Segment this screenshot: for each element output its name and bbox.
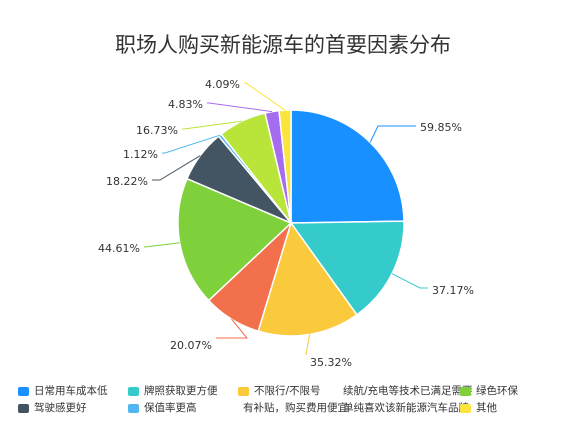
legend-swatch — [460, 403, 471, 413]
legend-swatch — [128, 386, 139, 396]
data-label: 35.32% — [310, 356, 352, 369]
pie-slices — [177, 109, 405, 337]
legend-item[interactable]: 绿色环保 — [460, 385, 550, 397]
legend-item[interactable]: 牌照获取更方便 — [128, 385, 238, 397]
legend-item[interactable]: 单纯喜欢该新能源汽车品牌 — [338, 402, 469, 414]
leader-line — [369, 125, 416, 143]
leader-line — [216, 318, 249, 339]
data-label: 44.61% — [98, 242, 140, 255]
leader-line — [152, 155, 201, 181]
leader-line — [144, 242, 180, 248]
legend-label: 不限行/不限号 — [254, 385, 321, 397]
legend-label: 日常用车成本低 — [34, 385, 108, 397]
legend-item[interactable]: 其他 — [460, 402, 520, 414]
leader-line — [182, 120, 243, 130]
data-label: 1.12% — [123, 148, 158, 161]
legend-swatch — [18, 386, 29, 396]
legend-label: 牌照获取更方便 — [144, 385, 218, 397]
legend-swatch — [460, 386, 471, 396]
data-label: 16.73% — [136, 124, 178, 137]
pie-slice — [289, 220, 405, 316]
leader-line — [244, 82, 286, 111]
legend-label: 续航/充电等技术已满足需要 — [343, 385, 473, 397]
legend-swatch — [238, 386, 249, 396]
legend-label: 单纯喜欢该新能源汽车品牌 — [343, 402, 469, 414]
leader-line — [391, 273, 428, 289]
leader-line — [162, 134, 221, 154]
legend-item[interactable]: 不限行/不限号 — [238, 385, 338, 397]
data-label: 20.07% — [170, 339, 212, 352]
pie-slice — [177, 177, 293, 302]
chart-legend: 日常用车成本低 牌照获取更方便 不限行/不限号 续航/充电等技术已满足需要 绿色环保驾驶… — [18, 385, 578, 414]
legend-item[interactable]: 驾驶感更好 — [18, 402, 128, 414]
legend-label: 其他 — [476, 402, 497, 414]
legend-label: 有补贴，购买费用便宜 — [243, 402, 348, 414]
data-label: 59.85% — [420, 121, 462, 134]
legend-label: 保值率更高 — [144, 402, 197, 414]
legend-swatch — [128, 403, 139, 413]
pie-chart: 职场人购买新能源车的首要因素分布 59.85% 37.17% 35.32% 20.07… — [98, 33, 474, 369]
leader-line — [207, 102, 273, 113]
legend-swatch — [18, 403, 29, 413]
legend-item[interactable]: 续航/充电等技术已满足需要 — [338, 385, 473, 397]
leader-line — [305, 334, 310, 356]
legend-label: 绿色环保 — [476, 385, 518, 397]
legend-item[interactable]: 日常用车成本低 — [18, 385, 128, 397]
legend-item[interactable]: 有补贴，购买费用便宜 — [238, 402, 348, 414]
pie-slice — [290, 109, 405, 224]
legend-label: 驾驶感更好 — [34, 402, 87, 414]
chart-title: 职场人购买新能源车的首要因素分布 — [115, 33, 451, 57]
data-label: 37.17% — [432, 284, 474, 297]
data-label: 4.83% — [168, 98, 203, 111]
leader-lines — [144, 82, 428, 356]
legend-item[interactable]: 保值率更高 — [128, 402, 238, 414]
data-label: 4.09% — [205, 78, 240, 91]
data-label: 18.22% — [106, 175, 148, 188]
data-labels: 59.85% 37.17% 35.32% 20.07% 44.61% 18.22% 1.12… — [98, 78, 474, 369]
